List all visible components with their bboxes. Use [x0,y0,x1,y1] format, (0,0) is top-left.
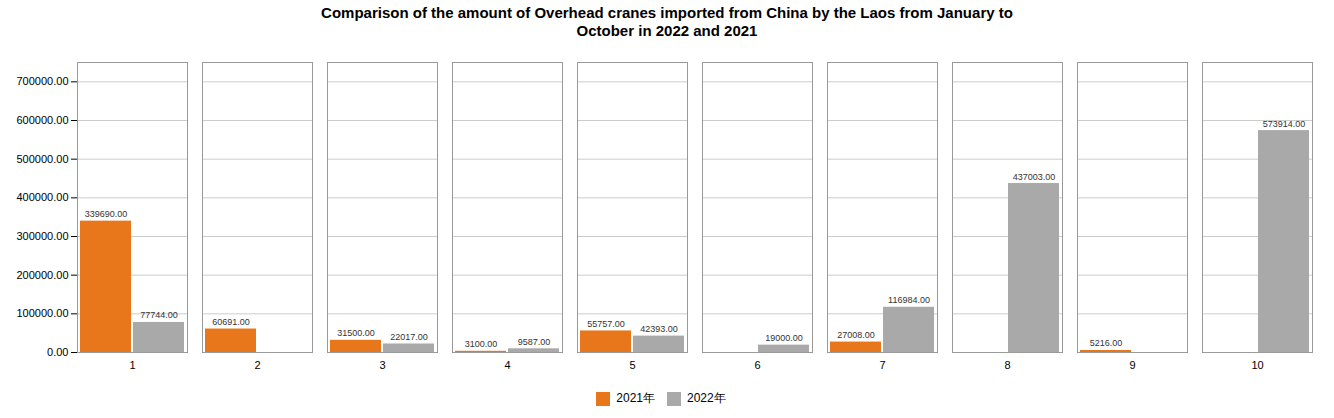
svg-text:3: 3 [379,359,385,371]
svg-text:5: 5 [629,359,635,371]
svg-text:7: 7 [879,359,885,371]
svg-text:3100.00: 3100.00 [465,339,498,349]
svg-text:6: 6 [754,359,760,371]
svg-text:300000.00: 300000.00 [17,230,69,242]
svg-text:339690.00: 339690.00 [85,209,128,219]
svg-text:500000.00: 500000.00 [17,153,69,165]
svg-text:116984.00: 116984.00 [888,295,930,305]
svg-text:42393.00: 42393.00 [640,324,678,334]
svg-text:9: 9 [1129,359,1135,371]
svg-text:600000.00: 600000.00 [17,114,69,126]
svg-text:8: 8 [1004,359,1010,371]
svg-text:22017.00: 22017.00 [390,332,428,342]
html-text:2022年: 2022年 [687,391,726,405]
svg-text:27008.00: 27008.00 [837,330,875,340]
svg-text:4: 4 [504,359,510,371]
svg-text:200000.00: 200000.00 [17,269,69,281]
html-text:2021年: 2021年 [616,391,655,405]
svg-text:2: 2 [254,359,260,371]
svg-text:700000.00: 700000.00 [17,75,69,87]
svg-text:55757.00: 55757.00 [587,319,625,329]
svg-text:31500.00: 31500.00 [337,328,375,338]
svg-text:400000.00: 400000.00 [17,191,69,203]
svg-text:60691.00: 60691.00 [212,317,250,327]
svg-text:100000.00: 100000.00 [17,307,69,319]
svg-text:10: 10 [1251,359,1263,371]
svg-text:77744.00: 77744.00 [140,310,178,320]
svg-text:19000.00: 19000.00 [765,333,803,343]
svg-text:437003.00: 437003.00 [1013,172,1056,182]
svg-text:0.00: 0.00 [47,346,68,358]
svg-text:5216.00: 5216.00 [1090,338,1123,348]
html-text:Comparison of the amount of Ov: Comparison of the amount of Overhead cra… [321,4,1013,39]
svg-text:9587.00: 9587.00 [518,337,551,347]
svg-text:573914.00: 573914.00 [1263,119,1306,129]
svg-text:1: 1 [129,359,135,371]
